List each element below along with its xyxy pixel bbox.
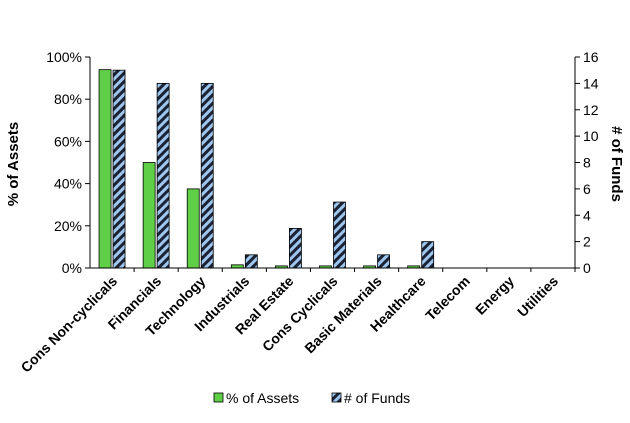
bar-number-of-funds [156, 82, 170, 269]
right-axis-title: # of Funds [608, 126, 625, 202]
right-tick-label: 16 [583, 49, 599, 65]
legend-label-assets: % of Assets [226, 390, 299, 406]
bar-number-of-funds [112, 69, 126, 269]
left-tick-label: 20% [54, 218, 82, 234]
legend-label-funds: # of Funds [344, 390, 410, 406]
x-axis: Cons Non-cyclicalsFinancialsTechnologyIn… [18, 267, 576, 376]
right-tick-label: 2 [583, 234, 591, 250]
bar-number-of-funds [244, 254, 258, 269]
right-tick-label: 0 [583, 260, 591, 276]
bar-number-of-funds [333, 201, 346, 269]
right-axis: 0 2 4 6 8 10 12 14 16 [574, 49, 599, 276]
category-label: Cons Cyclicals [259, 273, 341, 355]
bar-percent-assets [142, 162, 156, 269]
legend: % of Assets # of Funds [213, 390, 410, 406]
bar-number-of-funds [200, 82, 214, 269]
legend-swatch-assets [213, 392, 224, 403]
left-tick-label: 80% [54, 91, 82, 107]
right-tick-label: 12 [583, 102, 599, 118]
bar-percent-assets [186, 188, 200, 269]
bar-percent-assets [98, 69, 112, 269]
plot-area [98, 69, 435, 269]
bar-number-of-funds [377, 254, 390, 269]
category-label: Utilities [514, 273, 561, 320]
right-tick-label: 10 [583, 128, 599, 144]
left-tick-label: 40% [54, 176, 82, 192]
right-tick-label: 4 [583, 207, 591, 223]
category-label: Cons Non-cyclicals [18, 273, 121, 376]
category-label: Basic Materials [301, 273, 385, 357]
legend-swatch-funds [331, 392, 342, 403]
category-label: Energy [472, 273, 517, 318]
right-tick-label: 8 [583, 155, 591, 171]
bar-number-of-funds [421, 241, 435, 269]
category-label: Telecom [422, 273, 473, 324]
left-tick-label: 60% [54, 133, 82, 149]
right-tick-label: 6 [583, 181, 591, 197]
left-axis: 0% 20% 40% 60% 80% 100% [46, 49, 91, 276]
left-tick-label: 100% [46, 49, 82, 65]
left-axis-title: % of Assets [5, 122, 22, 206]
left-tick-label: 0% [62, 260, 82, 276]
right-tick-label: 14 [583, 75, 599, 91]
bar-number-of-funds [289, 228, 302, 269]
